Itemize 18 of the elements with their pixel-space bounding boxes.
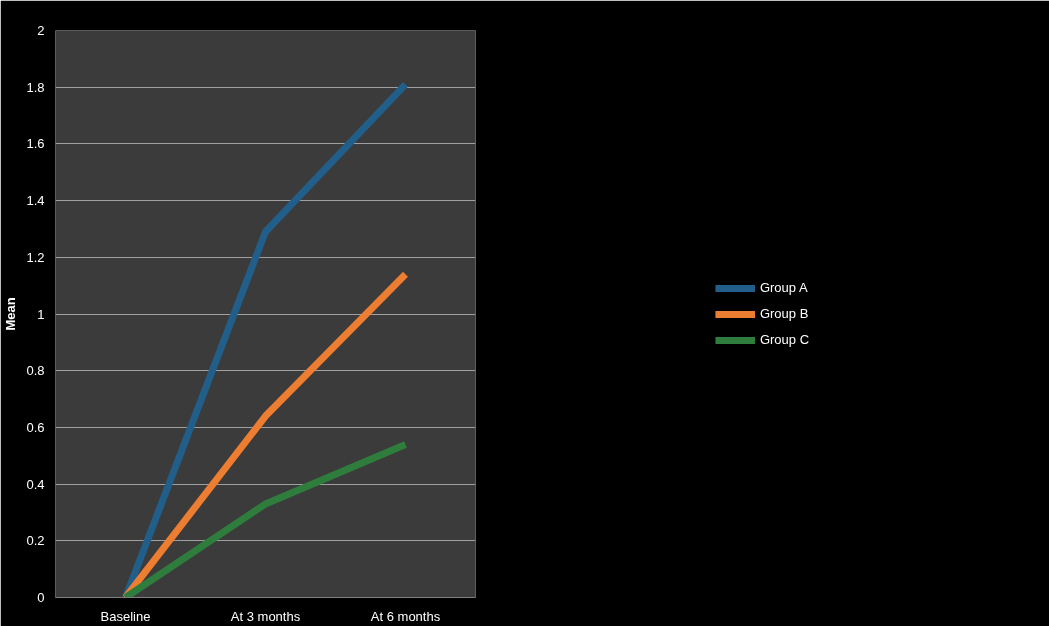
y-tick-label: 1 — [37, 306, 45, 322]
x-tick-label: At 6 months — [370, 608, 441, 624]
y-tick-label: 1.6 — [26, 136, 45, 152]
legend-label: Group C — [759, 332, 810, 347]
y-tick-label: 0.6 — [26, 419, 45, 435]
x-tick-label: At 3 months — [230, 608, 301, 624]
y-tick-label: 0.4 — [26, 476, 45, 492]
legend-label: Group B — [759, 306, 809, 321]
y-tick-label: 1.2 — [26, 249, 45, 265]
x-tick-label: Baseline — [100, 608, 151, 624]
y-tick-label: 1.4 — [26, 193, 45, 209]
y-axis-title: Mean — [3, 297, 19, 331]
legend-label: Group A — [759, 280, 808, 295]
y-tick-label: 1.8 — [26, 79, 45, 95]
y-tick-label: 0 — [37, 590, 45, 605]
y-tick-label: 2 — [37, 23, 45, 38]
y-tick-label: 0.8 — [26, 363, 45, 379]
y-tick-label: 0.2 — [26, 533, 45, 549]
